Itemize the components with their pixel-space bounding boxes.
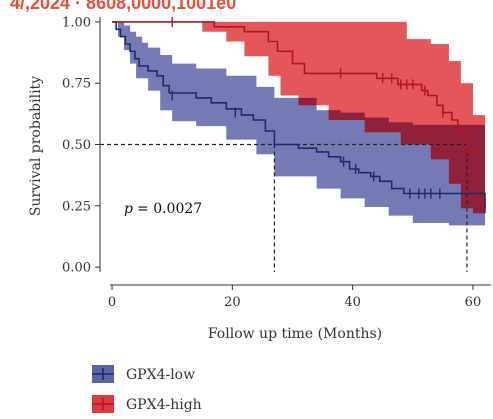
p-value-symbol: p bbox=[124, 201, 133, 217]
p-value-number: = 0.0027 bbox=[137, 201, 202, 217]
x-tick-label-1: 20 bbox=[224, 295, 241, 310]
x-axis-title: Follow up time (Months) bbox=[208, 326, 382, 342]
y-tick-label-1: 0.25 bbox=[62, 199, 91, 214]
y-tick-label-2: 0.50 bbox=[62, 138, 91, 153]
survival-line-gpx4-low bbox=[112, 21, 486, 209]
x-tick-label-3: 60 bbox=[465, 295, 482, 310]
survival-curves bbox=[112, 21, 486, 209]
p-value-text: p = 0.0027 bbox=[124, 201, 202, 217]
legend-item-gpx4-low: GPX4-low bbox=[92, 365, 195, 383]
y-ticks: 0.00 0.25 0.50 0.75 1.00 bbox=[62, 15, 100, 276]
x-tick-label-0: 0 bbox=[108, 295, 116, 310]
confidence-band-gpx4-high bbox=[112, 21, 485, 214]
survival-line-gpx4-high bbox=[112, 21, 485, 153]
legend-item-gpx4-high: GPX4-high bbox=[92, 395, 202, 413]
legend-label-gpx4-high: GPX4-high bbox=[126, 397, 202, 413]
y-tick-label-3: 0.75 bbox=[62, 77, 91, 92]
legend: GPX4-low GPX4-high bbox=[92, 365, 202, 413]
legend-label-gpx4-low: GPX4-low bbox=[126, 367, 195, 383]
page-title: 4/,2024 · 8608,0000,1001e0 bbox=[10, 0, 237, 13]
x-ticks: 0 20 40 60 bbox=[108, 285, 481, 310]
censor-marks bbox=[171, 16, 486, 214]
axes: 0.00 0.25 0.50 0.75 1.00 0 20 40 60 Follow up t… bbox=[28, 15, 491, 342]
x-tick-label-2: 40 bbox=[344, 295, 361, 310]
y-axis-title: Survival probability bbox=[28, 76, 44, 216]
p-value-annotation: p = 0.0027 bbox=[124, 201, 202, 217]
y-tick-label-0: 0.00 bbox=[62, 261, 91, 276]
y-tick-label-4: 1.00 bbox=[62, 15, 91, 30]
